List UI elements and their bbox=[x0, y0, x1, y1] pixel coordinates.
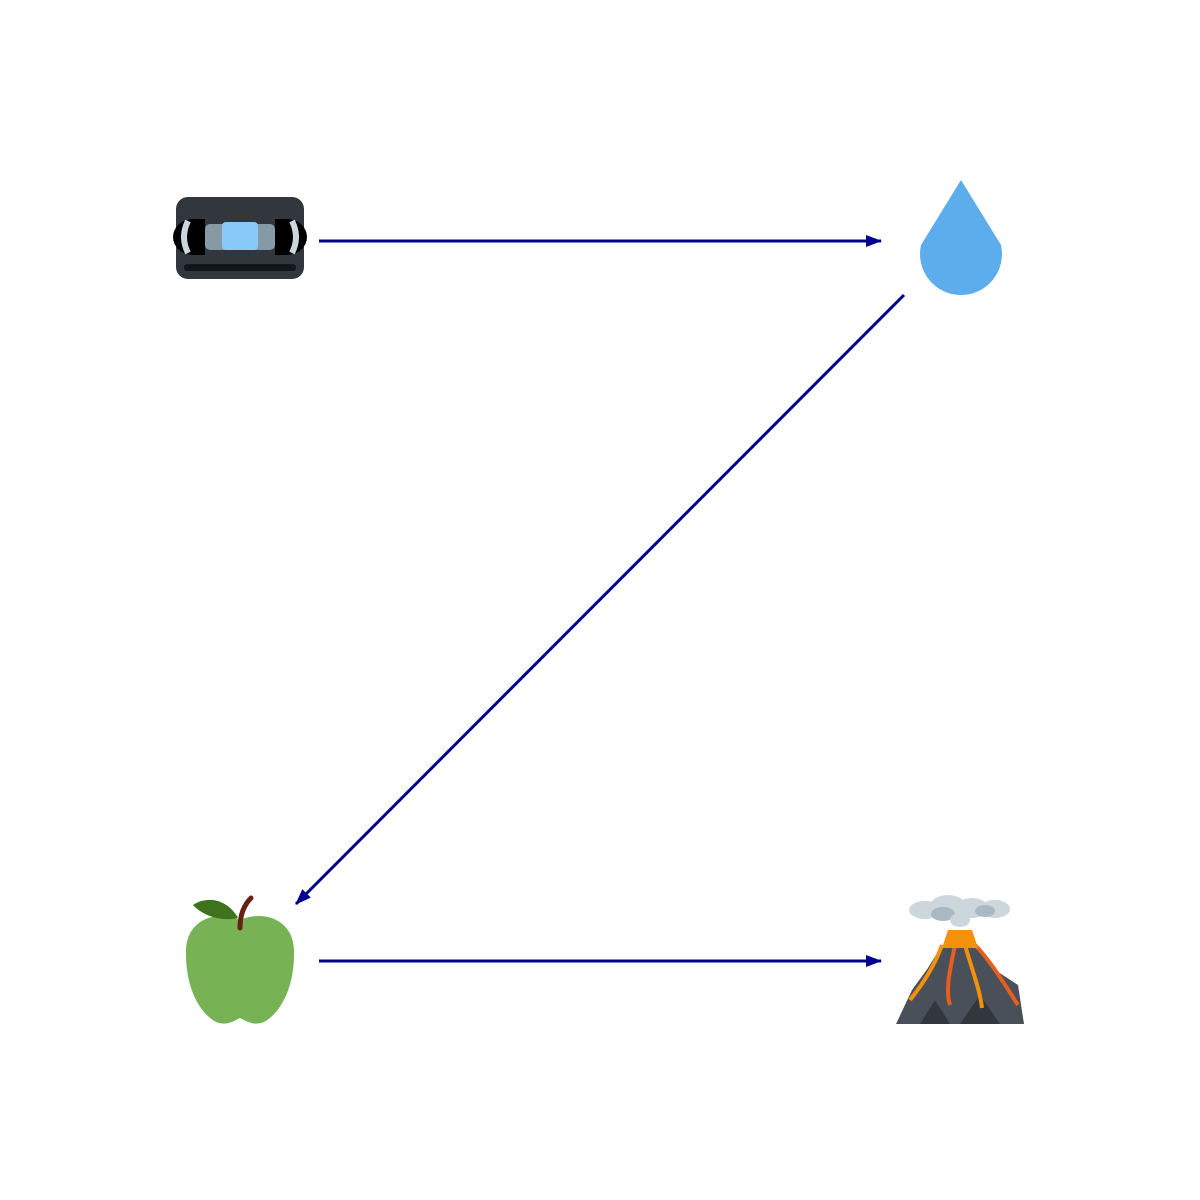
droplet-icon bbox=[920, 180, 1002, 295]
edges bbox=[294, 235, 906, 967]
volcano-icon bbox=[896, 895, 1024, 1024]
green-apple-icon bbox=[185, 895, 295, 1024]
videocassette-icon bbox=[173, 197, 307, 279]
edge-droplet-to-green-apple bbox=[294, 293, 906, 906]
